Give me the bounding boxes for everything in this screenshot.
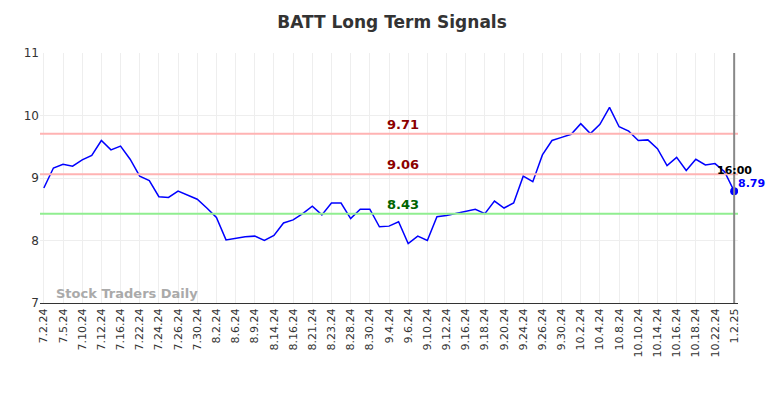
svg-text:10.8.24: 10.8.24	[613, 308, 626, 350]
svg-text:7.2.24: 7.2.24	[37, 308, 50, 343]
svg-text:8.43: 8.43	[387, 197, 419, 212]
svg-text:7.26.24: 7.26.24	[172, 308, 185, 350]
svg-text:9.4.24: 9.4.24	[383, 308, 396, 343]
svg-text:BATT Long Term Signals: BATT Long Term Signals	[277, 12, 507, 32]
svg-text:Stock Traders Daily: Stock Traders Daily	[56, 286, 198, 301]
svg-text:10.14.24: 10.14.24	[651, 308, 664, 357]
svg-text:9.12.24: 9.12.24	[440, 308, 453, 350]
svg-text:7.16.24: 7.16.24	[114, 308, 127, 350]
svg-text:11: 11	[24, 46, 39, 60]
svg-text:9.26.24: 9.26.24	[536, 308, 549, 350]
svg-text:9.18.24: 9.18.24	[478, 308, 491, 350]
svg-text:10.22.24: 10.22.24	[709, 308, 722, 357]
svg-text:7.30.24: 7.30.24	[191, 308, 204, 350]
svg-text:8.16.24: 8.16.24	[287, 308, 300, 350]
svg-text:16:00: 16:00	[717, 164, 752, 177]
svg-text:8.28.24: 8.28.24	[344, 308, 357, 350]
svg-text:9: 9	[31, 171, 39, 185]
svg-text:9.30.24: 9.30.24	[555, 308, 568, 350]
svg-text:8.30.24: 8.30.24	[363, 308, 376, 350]
svg-text:9.16.24: 9.16.24	[459, 308, 472, 350]
svg-text:10.2.24: 10.2.24	[574, 308, 587, 350]
svg-text:8.23.24: 8.23.24	[325, 308, 338, 350]
svg-text:7.10.24: 7.10.24	[76, 308, 89, 350]
svg-text:9.10.24: 9.10.24	[421, 308, 434, 350]
svg-text:7.24.24: 7.24.24	[152, 308, 165, 350]
svg-text:7.12.24: 7.12.24	[95, 308, 108, 350]
svg-text:1.2.25: 1.2.25	[728, 308, 741, 343]
svg-text:7: 7	[31, 296, 39, 310]
svg-text:8.14.24: 8.14.24	[268, 308, 281, 350]
svg-text:9.6.24: 9.6.24	[402, 308, 415, 343]
svg-text:8.21.24: 8.21.24	[306, 308, 319, 350]
svg-text:8.79: 8.79	[738, 177, 765, 190]
svg-text:10: 10	[24, 109, 39, 123]
svg-text:9.71: 9.71	[387, 117, 419, 132]
svg-text:7.5.24: 7.5.24	[57, 308, 70, 343]
svg-text:8.9.24: 8.9.24	[248, 308, 261, 343]
svg-text:10.18.24: 10.18.24	[689, 308, 702, 357]
svg-text:9.06: 9.06	[387, 157, 419, 172]
svg-text:7.22.24: 7.22.24	[133, 308, 146, 350]
svg-text:9.20.24: 9.20.24	[498, 308, 511, 350]
svg-text:10.16.24: 10.16.24	[670, 308, 683, 357]
svg-text:10.4.24: 10.4.24	[594, 308, 607, 350]
svg-text:10.10.24: 10.10.24	[632, 308, 645, 357]
svg-text:8.2.24: 8.2.24	[210, 308, 223, 343]
svg-text:8: 8	[31, 234, 39, 248]
svg-text:8.6.24: 8.6.24	[229, 308, 242, 343]
svg-text:9.24.24: 9.24.24	[517, 308, 530, 350]
